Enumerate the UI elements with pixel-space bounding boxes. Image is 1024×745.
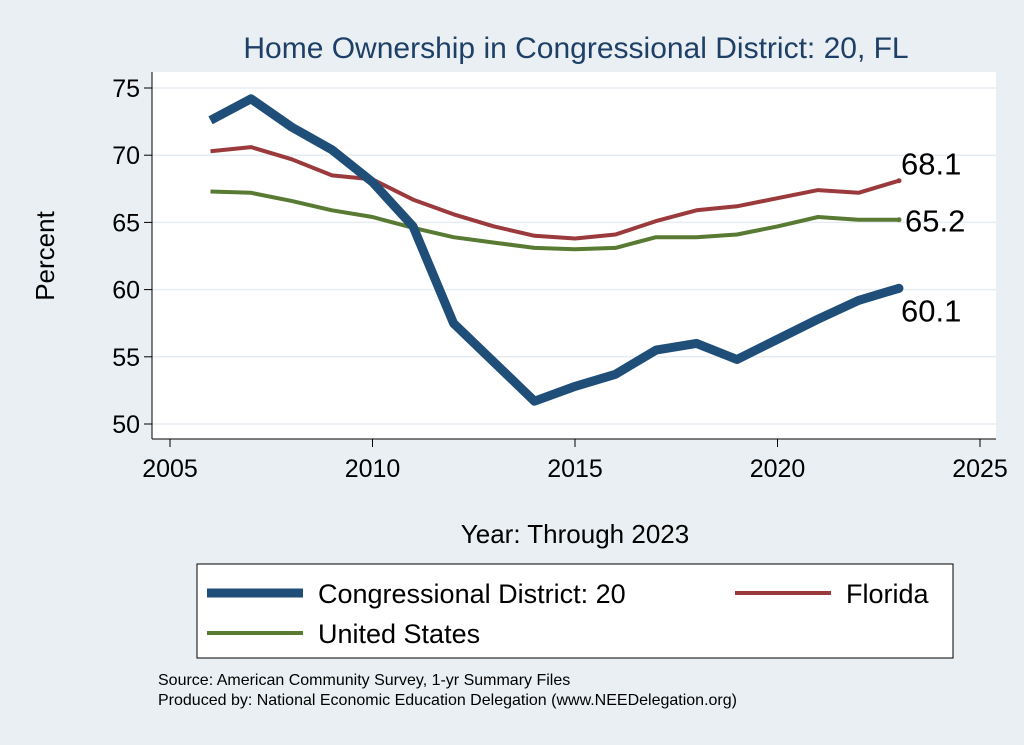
y-tick-label: 75 [112,75,140,103]
y-tick-label: 65 [112,209,140,237]
end-label-2: 65.2 [905,204,965,239]
legend: Congressional District: 20 Florida United … [196,563,954,659]
legend-label-0: Congressional District: 20 [318,579,626,609]
legend-box [196,563,954,659]
end-label-0: 60.1 [901,293,961,328]
series-end-marker-1 [896,178,902,184]
legend-items: Congressional District: 20 Florida United … [207,579,930,649]
y-tick-label: 50 [112,411,140,439]
x-tick-label: 2020 [750,455,806,483]
end-labels: 60.1 68.1 65.2 [901,147,965,329]
x-axis-label: Year: Through 2023 [461,519,689,549]
end-label-1: 68.1 [901,147,961,182]
chart-title: Home Ownership in Congressional District… [243,32,908,65]
x-tick-label: 2005 [142,455,198,483]
source-note: Source: American Community Survey, 1-yr … [158,672,570,689]
y-tick-label: 70 [112,142,140,170]
producer-note: Produced by: National Economic Education… [158,692,737,709]
x-tick-label: 2025 [952,455,1008,483]
y-tick-label: 60 [112,277,140,305]
x-tick-label: 2010 [345,455,401,483]
series-end-marker-0 [894,283,904,293]
axes: 50 55 60 65 70 75 2005 2010 2015 2020 2025 [112,72,1008,483]
legend-label-1: Florida [846,579,930,609]
y-axis-label: Percent [30,210,60,300]
series-lines [208,94,904,406]
series-line-1 [210,145,900,241]
series-line-0 [208,94,901,406]
legend-label-2: United States [318,619,480,649]
x-tick-label: 2015 [547,455,603,483]
y-tick-label: 55 [112,344,140,372]
plot-area [152,72,996,439]
gridlines [152,87,996,425]
series-end-marker-2 [896,217,902,223]
series-line-2 [210,189,899,252]
